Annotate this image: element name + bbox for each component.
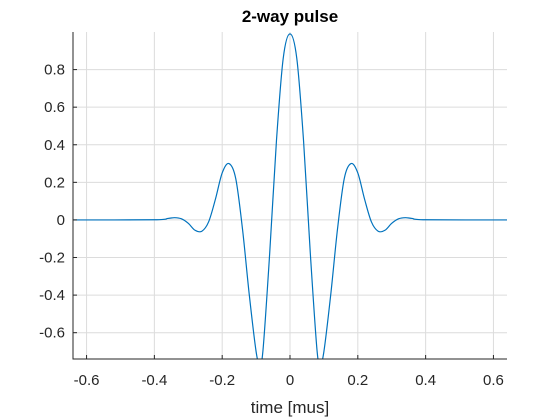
y-tick-label: 0	[57, 212, 65, 229]
x-axis-label: time [mus]	[251, 398, 329, 417]
chart-title: 2-way pulse	[242, 7, 338, 26]
x-tick-label: 0	[286, 372, 294, 389]
y-tick-label: 0.8	[44, 62, 65, 79]
pulse-series-line	[73, 33, 507, 359]
series-layer	[73, 33, 507, 359]
x-tick-label: 0.6	[483, 372, 504, 389]
x-tick-label: -0.2	[209, 372, 235, 389]
plot-axes-frame	[72, 32, 507, 360]
y-axis-ticks: -0.6 -0.4 -0.2 0 0.2 0.4 0.6 0.8	[39, 62, 77, 342]
x-axis-ticks: -0.6 -0.4 -0.2 0 0.2 0.4 0.6	[74, 355, 504, 389]
x-tick-label: 0.2	[347, 372, 368, 389]
x-tick-label: 0.4	[415, 372, 436, 389]
x-tick-label: -0.4	[141, 372, 167, 389]
y-tick-label: 0.6	[44, 99, 65, 116]
y-tick-label: -0.6	[39, 325, 65, 342]
x-tick-label: -0.6	[74, 372, 100, 389]
y-tick-label: -0.2	[39, 250, 65, 267]
y-tick-label: -0.4	[39, 287, 65, 304]
y-tick-label: 0.4	[44, 137, 65, 154]
y-tick-label: 0.2	[44, 174, 65, 191]
